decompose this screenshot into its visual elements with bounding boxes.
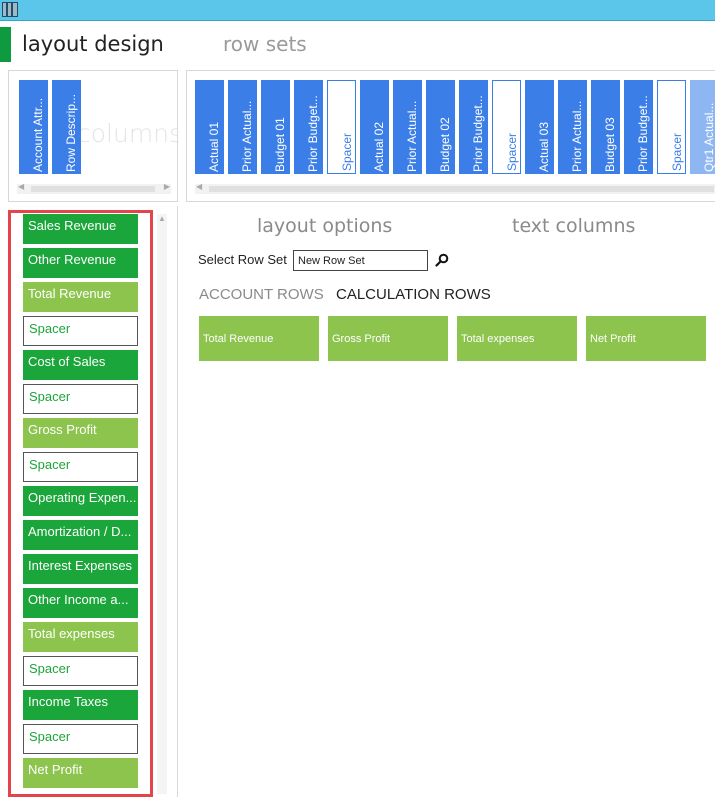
column-tile[interactable]: Actual 03: [525, 80, 554, 174]
row-tile[interactable]: Total expenses: [23, 622, 138, 652]
spacer-row-tile[interactable]: Spacer: [23, 724, 138, 754]
row-tile[interactable]: Other Income a...: [23, 588, 138, 618]
horizontal-scrollbar[interactable]: ◀ ▶: [17, 182, 171, 194]
column-layout-panel: Actual 01 Prior Actual... Budget 01 Prior B…: [186, 70, 715, 202]
calculation-row-tile[interactable]: Net Profit: [586, 316, 706, 361]
active-tab-indicator: [0, 27, 11, 62]
calculation-row-tile[interactable]: Total expenses: [457, 316, 577, 361]
column-tile-label: Prior Actual...: [405, 100, 419, 172]
column-tile[interactable]: Account Attr...: [19, 80, 48, 174]
row-tile[interactable]: Sales Revenue: [23, 214, 138, 244]
spacer-column-tile[interactable]: Spacer: [657, 80, 686, 174]
scroll-up-icon[interactable]: ▲: [158, 214, 166, 223]
horizontal-scrollbar[interactable]: ◀: [195, 182, 715, 194]
column-tile[interactable]: Actual 02: [360, 80, 389, 174]
column-tile-label: Qtr1 Actual...: [702, 102, 715, 172]
column-tile-label: Prior Budget...: [471, 95, 485, 172]
title-bar: [0, 0, 715, 21]
column-tile[interactable]: Budget 03: [591, 80, 620, 174]
highlight-box: [8, 210, 153, 797]
column-tile[interactable]: Prior Budget...: [459, 80, 488, 174]
tab-row-sets[interactable]: row sets: [223, 32, 307, 56]
select-row-set-label: Select Row Set: [198, 252, 287, 267]
column-tile-label: Prior Budget...: [306, 95, 320, 172]
column-tile[interactable]: Budget 01: [261, 80, 290, 174]
scroll-right-icon[interactable]: ▶: [163, 182, 170, 191]
column-tile[interactable]: Prior Budget...: [624, 80, 653, 174]
column-tile-label: Actual 02: [372, 121, 386, 172]
calculation-row-tile[interactable]: Gross Profit: [328, 316, 448, 361]
column-tile[interactable]: Actual 01: [195, 80, 224, 174]
column-tile[interactable]: Prior Actual...: [558, 80, 587, 174]
fixed-columns-panel: columns Account Attr... Row Descrip... ◀…: [8, 70, 178, 202]
column-tile-label: Row Descrip...: [64, 93, 78, 172]
calculation-row-tile[interactable]: Total Revenue: [199, 316, 319, 361]
tab-account-rows[interactable]: ACCOUNT ROWS: [199, 286, 324, 303]
row-tile[interactable]: Other Revenue: [23, 248, 138, 278]
column-tile-label: Prior Budget...: [636, 95, 650, 172]
column-tile-label: Prior Actual...: [570, 100, 584, 172]
spacer-row-tile[interactable]: Spacer: [23, 452, 138, 482]
column-tile[interactable]: Qtr1 Actual...: [690, 80, 715, 174]
spacer-column-tile[interactable]: Spacer: [327, 80, 356, 174]
row-tile[interactable]: Total Revenue: [23, 282, 138, 312]
tab-layout-options[interactable]: layout options: [257, 215, 393, 237]
spacer-row-tile[interactable]: Spacer: [23, 316, 138, 346]
vertical-scrollbar[interactable]: ▲: [157, 214, 167, 794]
row-tile[interactable]: Interest Expenses: [23, 554, 138, 584]
column-tile[interactable]: Row Descrip...: [52, 80, 81, 174]
column-tile-label: Budget 02: [438, 117, 452, 172]
spacer-row-tile[interactable]: Spacer: [23, 384, 138, 414]
tab-layout-design[interactable]: layout design: [22, 32, 164, 56]
column-tile-label: Spacer: [340, 132, 354, 171]
tab-strip: layout design row sets: [0, 22, 715, 66]
row-tile[interactable]: Income Taxes: [23, 690, 138, 720]
row-tile[interactable]: Cost of Sales: [23, 350, 138, 380]
column-tile-label: Spacer: [505, 132, 519, 171]
column-tile-label: Prior Actual...: [240, 100, 254, 172]
row-set-input[interactable]: [293, 250, 428, 271]
column-tile-label: Budget 03: [603, 117, 617, 172]
tab-text-columns[interactable]: text columns: [512, 215, 636, 237]
search-icon[interactable]: [435, 253, 449, 267]
spacer-column-tile[interactable]: Spacer: [492, 80, 521, 174]
tab-calculation-rows[interactable]: CALCULATION ROWS: [336, 286, 491, 303]
scroll-left-icon[interactable]: ◀: [18, 182, 25, 191]
columns-icon: [2, 2, 18, 17]
column-tile[interactable]: Prior Actual...: [228, 80, 257, 174]
scrollbar-thumb[interactable]: [31, 186, 155, 192]
column-tile[interactable]: Prior Actual...: [393, 80, 422, 174]
row-tile[interactable]: Operating Expen...: [23, 486, 138, 516]
row-tile[interactable]: Net Profit: [23, 758, 138, 788]
columns-watermark: columns: [77, 119, 178, 148]
column-tile-label: Budget 01: [273, 117, 287, 172]
column-tile-label: Account Attr...: [31, 97, 45, 172]
column-tile[interactable]: Prior Budget...: [294, 80, 323, 174]
scroll-left-icon[interactable]: ◀: [196, 182, 203, 191]
column-tile-label: Actual 01: [207, 121, 221, 172]
column-tile-label: Actual 03: [537, 121, 551, 172]
column-tile-label: Spacer: [670, 132, 684, 171]
main-panel: layout options text columns Select Row S…: [187, 206, 715, 797]
spacer-row-tile[interactable]: Spacer: [23, 656, 138, 686]
scrollbar-thumb[interactable]: [209, 186, 714, 192]
row-tile[interactable]: Gross Profit: [23, 418, 138, 448]
row-tile[interactable]: Amortization / D...: [23, 520, 138, 550]
column-tile[interactable]: Budget 02: [426, 80, 455, 174]
